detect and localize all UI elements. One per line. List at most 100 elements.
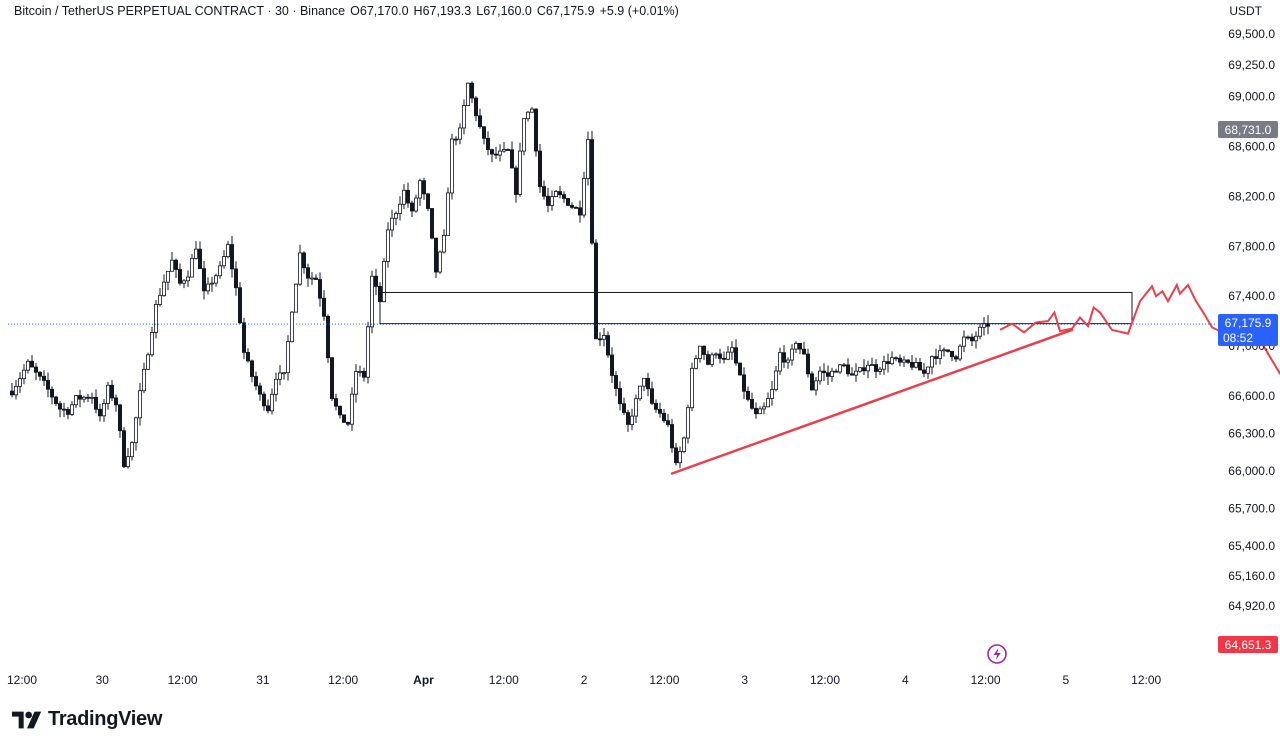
- candle-body: [774, 370, 779, 390]
- candle-body: [930, 356, 935, 368]
- x-tick-label: 12:00: [7, 673, 37, 687]
- candle-body: [66, 408, 71, 415]
- candle-body: [9, 390, 14, 396]
- candle-body: [337, 405, 342, 416]
- projection-path[interactable]: [999, 282, 1280, 439]
- candle-body: [373, 275, 378, 287]
- y-tick-label: 67,800.0: [1228, 239, 1275, 253]
- candle-body: [209, 282, 214, 285]
- candle-body: [461, 105, 466, 129]
- candle-body: [229, 244, 234, 270]
- x-tick-label: 5: [1063, 673, 1070, 687]
- candle-body: [526, 111, 531, 120]
- candle-body: [766, 397, 771, 408]
- candle-body: [958, 345, 963, 360]
- candle-body: [485, 137, 490, 150]
- candle-body: [213, 275, 218, 284]
- candle-body: [598, 338, 603, 341]
- candle-body: [786, 359, 791, 363]
- candle-body: [54, 396, 59, 404]
- y-tick-label: 66,300.0: [1228, 427, 1275, 441]
- y-tick-label: 68,200.0: [1228, 189, 1275, 203]
- candle-body: [161, 281, 166, 297]
- candle-body: [153, 303, 158, 333]
- candle-body: [926, 366, 931, 374]
- candle-body: [678, 451, 683, 464]
- candle-body: [890, 357, 895, 365]
- candle-body: [42, 375, 47, 381]
- symbol-header: Bitcoin / TetherUS PERPETUAL CONTRACT · …: [14, 4, 679, 18]
- candle-body: [778, 352, 783, 372]
- candle-body: [141, 368, 146, 392]
- current-price-label: 67,175.9 08:52: [1218, 314, 1278, 346]
- ohlc-high-label: H: [413, 4, 423, 18]
- high-price-label: 68,731.0: [1218, 121, 1278, 138]
- tradingview-logo-icon: [12, 711, 42, 728]
- candle-body: [922, 369, 927, 374]
- candle-body: [17, 378, 22, 387]
- candle-body: [594, 242, 599, 340]
- candle-body: [397, 203, 402, 214]
- currency-label[interactable]: USDT: [1229, 4, 1262, 18]
- candle-body: [638, 385, 643, 400]
- candle-body: [910, 362, 915, 368]
- candle-body: [114, 397, 119, 406]
- candle-body: [950, 350, 955, 358]
- candle-body: [181, 280, 186, 284]
- symbol-title[interactable]: Bitcoin / TetherUS PERPETUAL CONTRACT · …: [14, 4, 346, 18]
- lightning-icon[interactable]: [987, 644, 1007, 664]
- x-tick-label: 2: [581, 673, 588, 687]
- candle-body: [62, 408, 67, 411]
- candle-body: [902, 359, 907, 363]
- candle-body: [534, 108, 539, 152]
- candle-body: [481, 126, 486, 139]
- candle-body: [173, 259, 178, 270]
- candle-body: [906, 359, 911, 363]
- x-tick-label: 31: [256, 673, 270, 687]
- candle-body: [886, 361, 891, 365]
- candle-body: [321, 297, 326, 317]
- candle-body: [417, 180, 422, 199]
- ascending-trendline[interactable]: [670, 328, 1074, 475]
- candle-body: [810, 373, 815, 391]
- candle-body: [277, 372, 282, 380]
- candle-body: [29, 360, 34, 368]
- candle-body: [445, 192, 450, 236]
- candle-body: [465, 82, 470, 106]
- candle-body: [405, 189, 410, 204]
- candle-body: [50, 388, 55, 398]
- candle-body: [401, 189, 406, 205]
- candle-body: [46, 380, 51, 390]
- x-axis[interactable]: 12:00 30 12:00 31 12:00 Apr 12:00 2 12:00 3 12:00 4…: [7, 673, 1162, 687]
- tradingview-logo[interactable]: TradingView: [12, 708, 162, 731]
- candle-body: [305, 267, 310, 279]
- candle-body: [74, 395, 79, 406]
- candle-body: [630, 415, 635, 425]
- candle-body: [738, 362, 743, 376]
- y-tick-label: 68,600.0: [1228, 139, 1275, 153]
- y-tick-label: 69,250.0: [1228, 58, 1275, 72]
- bar-countdown: 08:52: [1223, 331, 1253, 345]
- y-axis[interactable]: 69,500.0 69,250.0 69,000.0 68,600.0 68,200.0…: [1228, 27, 1275, 613]
- candle-body: [149, 331, 154, 356]
- candle-body: [225, 244, 230, 257]
- candle-body: [750, 399, 755, 409]
- candle-body: [694, 358, 699, 369]
- candle-body: [530, 108, 535, 113]
- resistance-zone-rect[interactable]: [379, 291, 1133, 325]
- candle-body: [285, 341, 290, 374]
- candle-body: [518, 150, 523, 195]
- candle-body: [558, 191, 563, 196]
- candle-body: [542, 186, 547, 197]
- candle-body: [289, 311, 294, 343]
- candle-body: [497, 150, 502, 156]
- candle-body: [646, 377, 651, 390]
- candle-body: [942, 349, 947, 352]
- candle-body: [449, 138, 454, 194]
- candle-body: [822, 370, 827, 374]
- candle-body: [325, 315, 330, 359]
- candle-body: [790, 348, 795, 361]
- candle-body: [578, 207, 583, 216]
